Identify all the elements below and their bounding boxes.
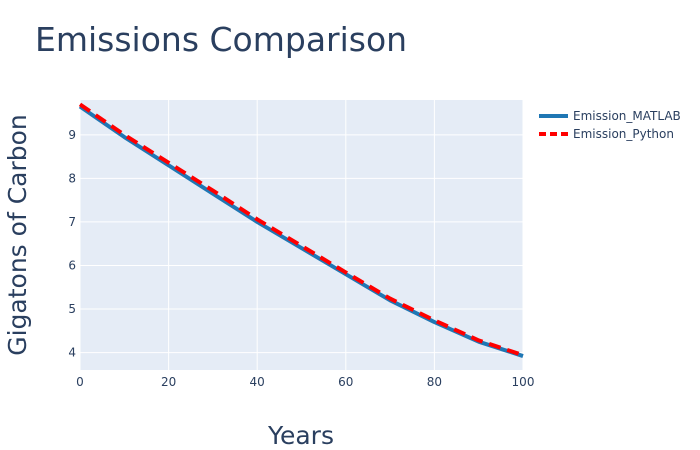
x-tick-label: 20: [161, 375, 176, 389]
x-tick-label: 80: [427, 375, 442, 389]
x-tick-label: 60: [338, 375, 353, 389]
chart-title: Emissions Comparison: [35, 20, 407, 59]
y-tick-label: 5: [68, 302, 76, 316]
x-axis-title: Years: [267, 421, 334, 450]
x-tick-label: 40: [250, 375, 265, 389]
y-gridlines: [80, 134, 523, 354]
x-gridlines: [79, 100, 524, 370]
x-tick-label: 0: [76, 375, 84, 389]
legend-label: Emission_MATLAB: [573, 109, 681, 123]
y-tick-label: 6: [68, 258, 76, 272]
y-tick-label: 9: [68, 128, 76, 142]
y-tick-label: 7: [68, 215, 76, 229]
series-line-emission-matlab: [78, 104, 524, 358]
y-tick-labels: 4 5 6 7 8 9: [68, 128, 76, 360]
y-tick-label: 4: [68, 346, 76, 360]
series-layer: [78, 102, 524, 358]
legend: Emission_MATLAB Emission_Python: [539, 109, 681, 141]
legend-label: Emission_Python: [573, 127, 674, 141]
y-axis-title: Gigatons of Carbon: [3, 114, 32, 356]
x-tick-labels: 0 20 40 60 80 100: [76, 375, 534, 389]
x-tick-label: 100: [512, 375, 535, 389]
plot-area: [80, 100, 523, 370]
y-tick-label: 8: [68, 171, 76, 185]
